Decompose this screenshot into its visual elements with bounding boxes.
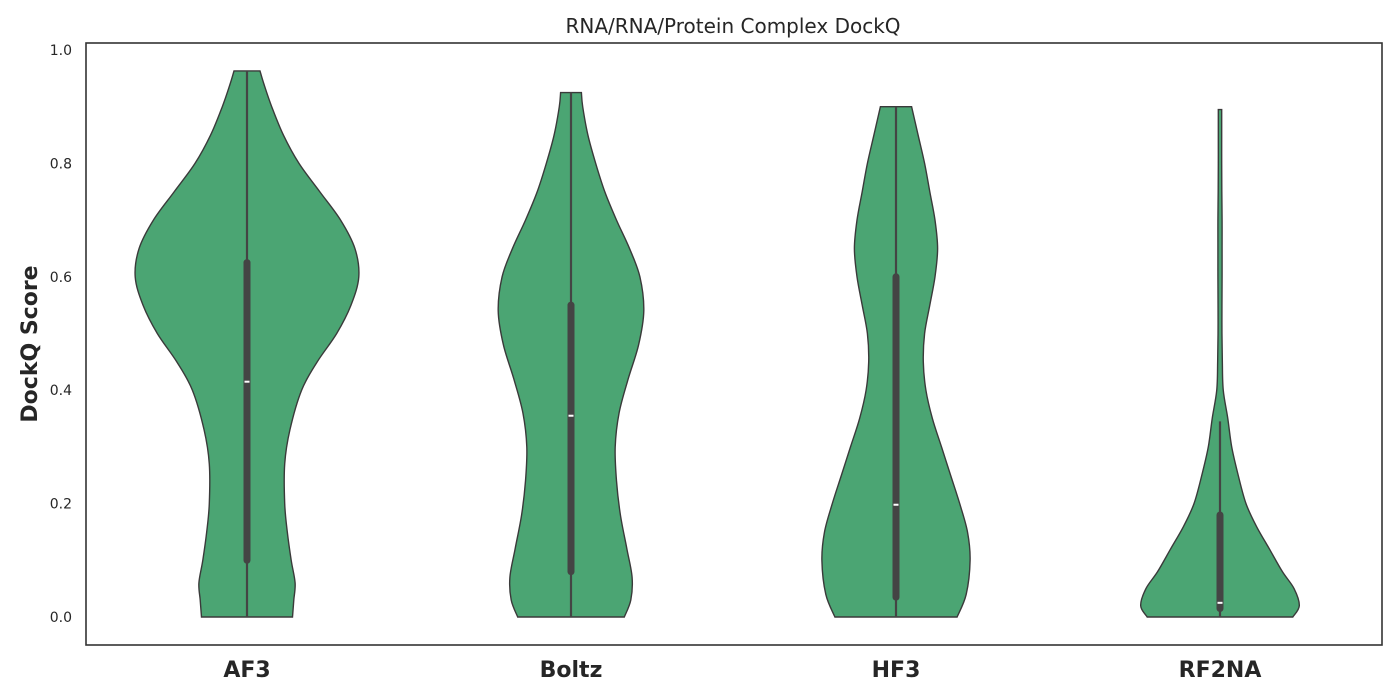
violin-hf3 <box>821 106 971 618</box>
y-tick-labels: 0.0 0.2 0.4 0.6 0.8 1.0 <box>50 43 72 626</box>
x-tick-label: AF3 <box>223 658 270 683</box>
y-tick-label: 0.6 <box>50 270 72 286</box>
x-tick-label: HF3 <box>872 658 921 683</box>
y-axis-label: DockQ Score <box>18 265 43 422</box>
violin-af3 <box>134 70 360 618</box>
violin-body <box>1139 108 1301 618</box>
y-tick-label: 0.2 <box>50 497 72 513</box>
violin-rf2na <box>1139 108 1301 618</box>
chart-title: RNA/RNA/Protein Complex DockQ <box>565 14 900 38</box>
x-tick-labels: AF3 Boltz HF3 RF2NA <box>223 658 1261 683</box>
y-tick-label: 0.8 <box>50 156 72 172</box>
x-tick-label: Boltz <box>540 658 603 683</box>
violin-boltz <box>497 91 645 618</box>
x-tick-label: RF2NA <box>1179 658 1262 683</box>
y-tick-label: 0.4 <box>50 383 72 399</box>
violins <box>134 70 1301 618</box>
y-tick-label: 1.0 <box>50 43 72 59</box>
y-tick-label: 0.0 <box>50 610 72 626</box>
plot-frame <box>85 42 1383 646</box>
